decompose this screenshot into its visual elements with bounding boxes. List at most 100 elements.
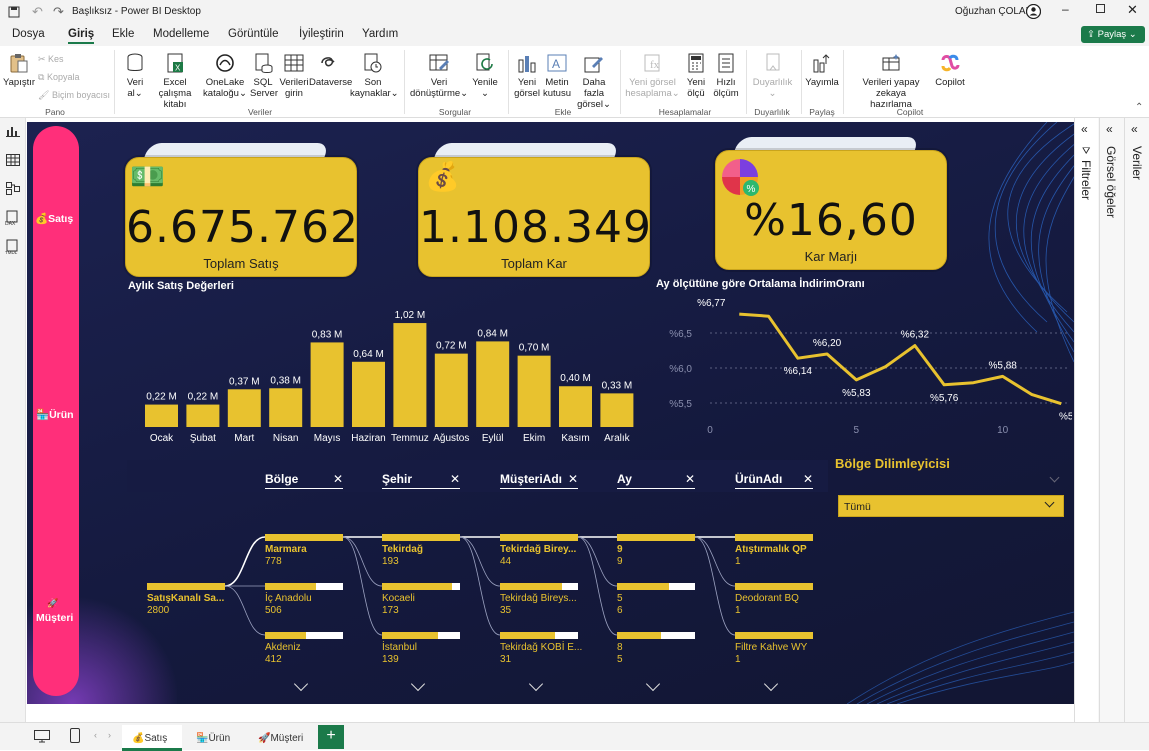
menu-optimize[interactable]: İyileştirin	[299, 28, 344, 40]
menu-view[interactable]: Görüntüle	[228, 28, 279, 40]
level-header-region[interactable]: Bölge ✕	[265, 472, 343, 489]
new-visual-button[interactable]: Yeni görsel	[512, 50, 542, 99]
nav-sales-button[interactable]: 💰Satış	[35, 212, 73, 225]
level-header-product[interactable]: ÜrünAdı ✕	[735, 472, 813, 489]
monthly-sales-bar-chart[interactable]: 0,22 M Ocak 0,22 M Şubat 0,37 M Mart 0,38 M Nis…	[137, 302, 637, 452]
tab-product[interactable]: 🏪Ürün	[186, 725, 246, 751]
level-header-city[interactable]: Şehir ✕	[382, 472, 460, 489]
save-icon[interactable]	[8, 6, 20, 18]
model-view-icon[interactable]	[6, 182, 20, 195]
share-button[interactable]: ⇪ Paylaş ⌄	[1081, 26, 1145, 43]
transform-label-2: dönüştürme	[410, 88, 461, 99]
tree-node[interactable]: Atıştırmalık QP 1	[735, 534, 813, 567]
slicer-dropdown[interactable]: Tümü	[838, 495, 1064, 517]
discount-rate-line-chart[interactable]: %5,5 %6,0 %6,5 0 5 10 %6,77 %6,14 %6,20 %5,83 %6,3…	[652, 297, 1072, 447]
add-page-button[interactable]: +	[318, 725, 344, 749]
expand-chevron-icon[interactable]	[763, 676, 779, 692]
format-painter-button[interactable]: 🖌 Biçim boyacısı	[38, 90, 110, 101]
more-visuals-button[interactable]: Daha fazla görsel⌄	[573, 50, 615, 110]
sensitivity-button[interactable]: Duyarlılık ⌄	[750, 50, 795, 99]
tree-node[interactable]: Filtre Kahve WY 1	[735, 632, 813, 665]
enter-data-button[interactable]: Verileri girin	[279, 50, 309, 99]
node-value: 139	[382, 654, 399, 665]
prev-page-icon[interactable]: ‹	[94, 730, 97, 740]
tree-node[interactable]: İstanbul 139	[382, 632, 460, 665]
excel-button[interactable]: X Excel çalışma kitabı	[150, 50, 200, 110]
onelake-button[interactable]: OneLake kataloğu⌄	[203, 50, 247, 99]
mobile-layout-icon[interactable]	[70, 728, 80, 743]
tree-node[interactable]: Akdeniz 412	[265, 632, 343, 665]
refresh-button[interactable]: Yenile ⌄	[470, 50, 500, 99]
close-icon[interactable]: ✕	[332, 472, 343, 486]
tree-node[interactable]: Tekirdağ 193	[382, 534, 460, 567]
tree-node[interactable]: Tekirdağ Bireys... 35	[500, 583, 578, 616]
sql-server-button[interactable]: SQL Server	[250, 50, 278, 99]
collapse-ribbon-icon[interactable]: ⌃	[1135, 102, 1144, 113]
cut-button[interactable]: ✂ Kes	[38, 54, 64, 65]
get-data-button[interactable]: Veri al⌄	[122, 50, 148, 99]
expand-chevron-icon[interactable]	[410, 676, 426, 692]
level-header-month[interactable]: Ay ✕	[617, 472, 695, 489]
menu-help[interactable]: Yardım	[362, 28, 399, 40]
quick-measure-button[interactable]: Hızlı ölçüm	[711, 50, 741, 99]
menu-insert[interactable]: Ekle	[112, 28, 135, 40]
desktop-layout-icon[interactable]	[34, 730, 50, 743]
tab-sales[interactable]: 💰Satış	[122, 725, 182, 751]
close-icon[interactable]: ✕	[449, 472, 460, 486]
tab-customer[interactable]: 🚀Müşteri	[248, 725, 314, 751]
expand-filters-icon[interactable]: «	[1081, 122, 1088, 136]
filters-pane-collapsed[interactable]: « ⛛ Filtreler	[1074, 118, 1098, 750]
new-measure-button[interactable]: Yeni ölçü	[684, 50, 708, 99]
copy-button[interactable]: ⧉ Kopyala	[38, 72, 79, 83]
close-icon[interactable]: ✕	[1127, 2, 1138, 17]
copilot-button[interactable]: Copilot	[933, 50, 967, 88]
tree-node[interactable]: Deodorant BQ 1	[735, 583, 813, 616]
menu-home[interactable]: Giriş	[68, 28, 95, 44]
tree-node[interactable]: Marmara 778	[265, 534, 343, 567]
expand-visuals-icon[interactable]: «	[1106, 122, 1113, 136]
tree-node[interactable]: Tekirdağ KOBİ E... 31	[500, 632, 582, 665]
tree-node[interactable]: İç Anadolu 506	[265, 583, 343, 616]
dax-query-icon[interactable]: DAX	[5, 210, 21, 226]
level-header-customer[interactable]: MüşteriAdı ✕	[500, 472, 578, 489]
data-pane-collapsed[interactable]: « Veriler	[1124, 118, 1149, 750]
transform-data-button[interactable]: Veri dönüştürme⌄	[410, 50, 468, 99]
close-icon[interactable]: ✕	[684, 472, 695, 486]
expand-data-icon[interactable]: «	[1131, 122, 1138, 136]
avatar[interactable]	[1026, 4, 1041, 19]
expand-chevron-icon[interactable]	[528, 676, 544, 692]
nav-product-button[interactable]: 🏪Ürün	[36, 408, 74, 421]
tree-node[interactable]: SatışKanalı Sa... 2800	[147, 583, 225, 616]
paste-button[interactable]: Yapıştır	[3, 50, 35, 88]
tmdl-view-icon[interactable]: TMDL	[5, 239, 21, 255]
close-icon[interactable]: ✕	[567, 472, 578, 486]
nav-customer-button[interactable]: Müşteri	[36, 612, 73, 624]
minimize-icon[interactable]: –	[1062, 2, 1069, 16]
new-visual-calc-button[interactable]: fx Yeni görsel hesaplama⌄	[625, 50, 680, 99]
prepare-data-ai-button[interactable]: Verileri yapay zekaya hazırlama	[848, 50, 934, 110]
publish-button[interactable]: Yayımla	[805, 50, 839, 88]
expand-chevron-icon[interactable]	[293, 676, 309, 692]
tree-node[interactable]: Tekirdağ Birey... 44	[500, 534, 578, 567]
redo-icon[interactable]: ↷	[53, 4, 64, 19]
visuals-pane-collapsed[interactable]: « Görsel öğeler	[1099, 118, 1123, 750]
node-bar-fill	[265, 632, 307, 639]
report-view-icon[interactable]	[6, 125, 20, 137]
menu-file[interactable]: Dosya	[12, 28, 45, 40]
menu-modeling[interactable]: Modelleme	[153, 28, 210, 40]
slicer-collapse-icon[interactable]	[1049, 472, 1060, 483]
tree-node[interactable]: Kocaeli 173	[382, 583, 460, 616]
maximize-icon[interactable]	[1096, 4, 1105, 13]
next-page-icon[interactable]: ›	[108, 730, 111, 740]
recent-sources-button[interactable]: Son kaynaklar⌄	[350, 50, 399, 99]
table-view-icon[interactable]	[6, 154, 20, 166]
textbox-button[interactable]: A Metin kutusu	[543, 50, 571, 99]
close-icon[interactable]: ✕	[802, 472, 813, 486]
dataverse-button[interactable]: Dataverse	[309, 50, 352, 88]
undo-icon[interactable]: ↶	[32, 4, 43, 19]
bar	[352, 361, 385, 427]
expand-chevron-icon[interactable]	[645, 676, 661, 692]
